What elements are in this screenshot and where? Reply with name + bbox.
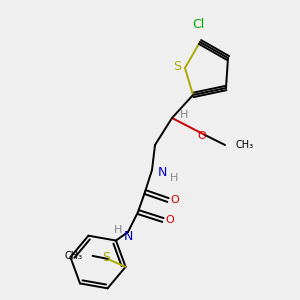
- Text: CH₃: CH₃: [235, 140, 253, 150]
- Text: H: H: [170, 173, 178, 183]
- Text: CH₃: CH₃: [64, 251, 82, 261]
- Text: H: H: [180, 110, 188, 120]
- Text: O: O: [171, 195, 179, 205]
- Text: S: S: [173, 59, 181, 73]
- Text: O: O: [198, 131, 206, 141]
- Text: N: N: [157, 166, 167, 178]
- Text: Cl: Cl: [192, 17, 204, 31]
- Text: O: O: [166, 215, 174, 225]
- Text: N: N: [123, 230, 133, 242]
- Text: H: H: [114, 225, 122, 235]
- Text: S: S: [103, 251, 111, 264]
